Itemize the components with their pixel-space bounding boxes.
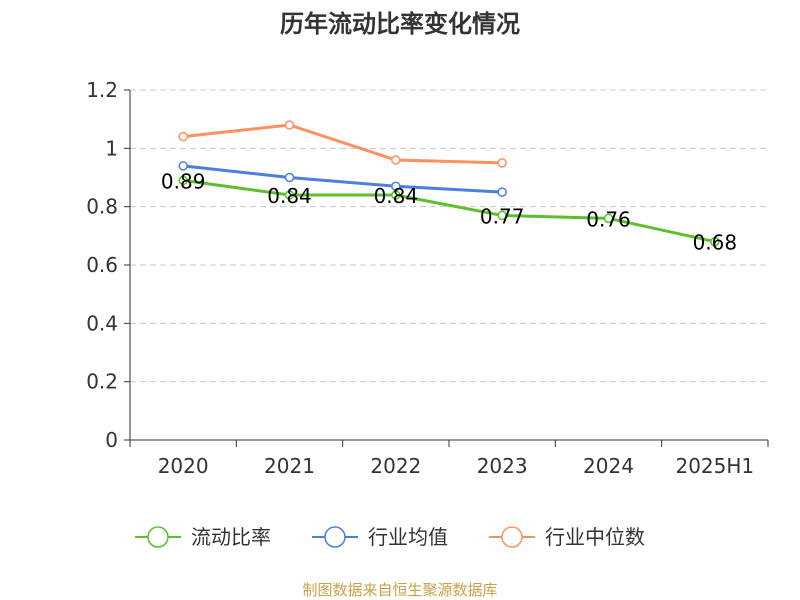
data-point (497, 187, 507, 197)
chart-title: 历年流动比率变化情况 (280, 10, 520, 38)
data-point (710, 236, 720, 247)
data-labels: 0.89 0.84 0.84 0.77 0.76 0.68 (161, 169, 737, 254)
y-tick-label: 0.8 (86, 195, 118, 219)
legend-label: 行业均值 (368, 525, 448, 549)
y-tick-label: 1 (105, 136, 118, 160)
y-tick-label: 1.2 (86, 78, 118, 102)
data-point (178, 175, 188, 186)
y-tick-label: 0.2 (86, 370, 118, 394)
data-point (391, 155, 401, 165)
series-line (183, 123, 503, 165)
gridlines (130, 89, 768, 383)
data-label: 0.76 (586, 207, 631, 231)
data-point (178, 131, 188, 142)
y-tick-label: 0.4 (86, 311, 118, 335)
source-note: 制图数据来自恒生聚源数据库 (302, 581, 497, 599)
x-tick-label: 2021 (264, 454, 315, 478)
data-label: 0.77 (480, 204, 525, 228)
x-tick-label: 2020 (158, 454, 209, 478)
legend-label: 流动比率 (191, 525, 271, 549)
legend: 流动比率 行业均值 行业中位数 (135, 525, 645, 549)
data-point (497, 210, 507, 221)
series-line (182, 178, 716, 244)
data-point (284, 120, 295, 130)
data-point (391, 190, 401, 200)
data-point (284, 172, 295, 183)
x-tick-label: 2025H1 (675, 454, 754, 478)
data-label: 0.89 (161, 169, 206, 193)
legend-marker (324, 526, 346, 548)
data-label: 0.84 (267, 184, 312, 208)
series-line (183, 164, 503, 194)
data-point (178, 161, 188, 171)
x-tick-label: 2022 (370, 454, 421, 478)
data-label: 0.84 (374, 184, 419, 208)
axes: 0 0.2 0.4 0.6 0.8 1 1.2 2020 2021 2022 2023 2024 202… (86, 78, 769, 478)
x-tick-label: 2024 (583, 454, 634, 478)
legend-marker (147, 526, 169, 548)
data-point (284, 190, 295, 200)
data-point (497, 158, 507, 168)
legend-marker (501, 526, 523, 548)
legend-label: 行业中位数 (545, 525, 645, 549)
y-tick-label: 0.6 (86, 253, 118, 277)
data-point (603, 213, 614, 224)
y-tick-label: 0 (105, 428, 118, 452)
data-label: 0.68 (693, 231, 738, 255)
series-lines (178, 120, 720, 247)
x-tick-label: 2023 (477, 454, 528, 478)
